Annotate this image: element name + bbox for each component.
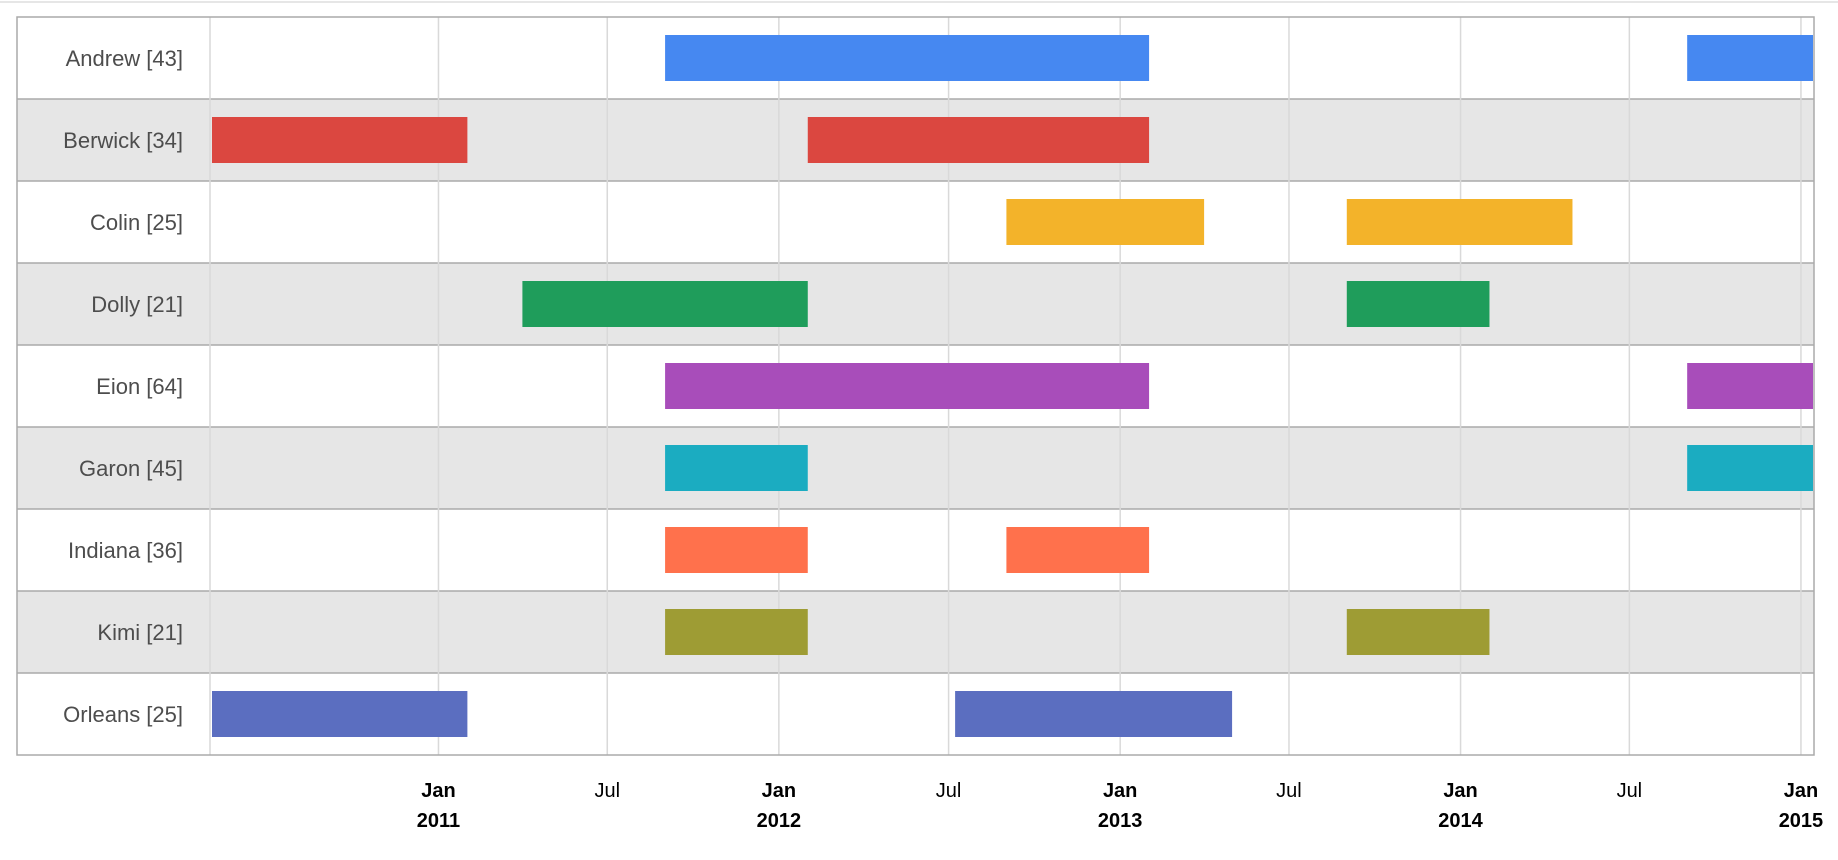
timeline-bar-0-0 — [665, 35, 1150, 81]
x-tick-year-4: 2013 — [1098, 810, 1143, 832]
timeline-bar-3-0 — [522, 281, 808, 327]
x-tick-label-4: Jan — [1103, 780, 1137, 802]
row-label-1: Berwick [34] — [63, 128, 183, 153]
x-tick-year-8: 2015 — [1779, 810, 1824, 832]
row-label-8: Orleans [25] — [63, 702, 183, 727]
timeline-bar-6-1 — [1006, 527, 1150, 573]
x-tick-year-6: 2014 — [1438, 810, 1483, 832]
row-label-7: Kimi [21] — [97, 620, 183, 645]
timeline-bar-8-0 — [212, 691, 468, 737]
row-label-3: Dolly [21] — [91, 292, 183, 317]
x-tick-year-0: 2011 — [417, 810, 460, 832]
x-tick-year-2: 2012 — [757, 810, 802, 832]
timeline-bar-0-1 — [1687, 35, 1813, 81]
x-tick-label-7: Jul — [1617, 780, 1643, 802]
x-tick-label-6: Jan — [1443, 780, 1477, 802]
timeline-bar-4-1 — [1687, 363, 1813, 409]
timeline-bar-8-1 — [955, 691, 1233, 737]
row-background — [17, 509, 1814, 591]
timeline-bar-7-1 — [1346, 609, 1490, 655]
row-label-5: Garon [45] — [79, 456, 183, 481]
row-label-4: Eion [64] — [96, 374, 183, 399]
timeline-bar-1-1 — [807, 117, 1150, 163]
row-label-0: Andrew [43] — [66, 46, 183, 71]
row-labels: Andrew [43] Berwick [34] Colin [25] Dolly [… — [63, 46, 183, 727]
row-label-2: Colin [25] — [90, 210, 183, 235]
timeline-bar-2-0 — [1006, 199, 1205, 245]
row-label-6: Indiana [36] — [68, 538, 183, 563]
timeline-bar-7-0 — [665, 609, 808, 655]
timeline-bar-6-0 — [665, 527, 808, 573]
plot-frame — [16, 16, 1815, 756]
timeline-bar-1-0 — [212, 117, 468, 163]
x-axis-ticks: Jan 2011 Jul Jan 2012 Jul Jan 2013 Jul Jan 2014 Jul… — [417, 780, 1823, 832]
x-tick-label-2: Jan — [762, 780, 796, 802]
timeline-bar-5-0 — [665, 445, 808, 491]
x-tick-label-0: Jan — [421, 780, 455, 802]
row-background — [17, 263, 1814, 345]
timeline-bar-3-1 — [1346, 281, 1490, 327]
x-tick-label-5: Jul — [1276, 780, 1302, 802]
timeline-bars — [212, 35, 1813, 737]
x-tick-label-8: Jan — [1784, 780, 1818, 802]
row-background — [17, 591, 1814, 673]
timeline-bar-5-1 — [1687, 445, 1813, 491]
timeline-bar-2-1 — [1346, 199, 1573, 245]
x-tick-label-3: Jul — [936, 780, 962, 802]
timeline-bar-4-0 — [665, 363, 1150, 409]
x-tick-label-1: Jul — [594, 780, 620, 802]
row-background — [17, 427, 1814, 509]
